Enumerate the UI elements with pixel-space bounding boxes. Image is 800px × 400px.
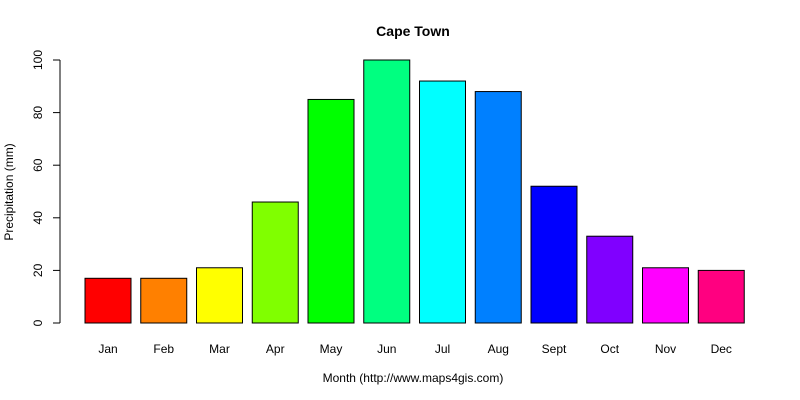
bar-mar bbox=[196, 267, 243, 324]
bar-dec bbox=[697, 269, 745, 324]
x-tick-label: Mar bbox=[209, 342, 230, 356]
x-tick-label: Dec bbox=[711, 342, 732, 356]
x-axis-label: Month (http://www.maps4gis.com) bbox=[323, 371, 504, 385]
bar-jan bbox=[84, 277, 132, 324]
y-tick-label: 60 bbox=[31, 158, 45, 172]
x-tick-label: Sept bbox=[542, 342, 567, 356]
x-tick-label: Jan bbox=[98, 342, 117, 356]
bar-apr bbox=[251, 201, 299, 324]
y-axis-label: Precipitation (mm) bbox=[2, 143, 16, 240]
x-tick-label: Apr bbox=[266, 342, 285, 356]
x-tick-label: Aug bbox=[488, 342, 509, 356]
bar-aug bbox=[474, 91, 522, 324]
bars-group bbox=[84, 59, 745, 324]
y-tick-label: 80 bbox=[31, 106, 45, 120]
bar-sept bbox=[530, 185, 578, 324]
x-tick-label: Jun bbox=[377, 342, 396, 356]
y-axis: 0 20 40 60 80 100 bbox=[31, 50, 61, 326]
bar-nov bbox=[642, 267, 689, 324]
bar-may bbox=[307, 98, 355, 324]
x-tick-label: Jul bbox=[435, 342, 450, 356]
bar-jul bbox=[419, 80, 466, 324]
chart-title: Cape Town bbox=[376, 23, 450, 39]
x-tick-label: May bbox=[320, 342, 343, 356]
y-tick-label: 0 bbox=[31, 319, 45, 326]
y-tick-label: 100 bbox=[31, 50, 45, 70]
bar-feb bbox=[140, 277, 188, 324]
y-tick-label: 40 bbox=[31, 211, 45, 225]
x-tick-label: Oct bbox=[600, 342, 619, 356]
y-tick-label: 20 bbox=[31, 263, 45, 277]
x-tick-label: Nov bbox=[655, 342, 676, 356]
x-tick-label: Feb bbox=[153, 342, 174, 356]
bar-oct bbox=[586, 235, 634, 324]
bar-jun bbox=[363, 59, 411, 324]
x-tick-labels: Jan Feb Mar Apr May Jun Jul Aug Sept Oct Nov Dec bbox=[98, 342, 732, 356]
